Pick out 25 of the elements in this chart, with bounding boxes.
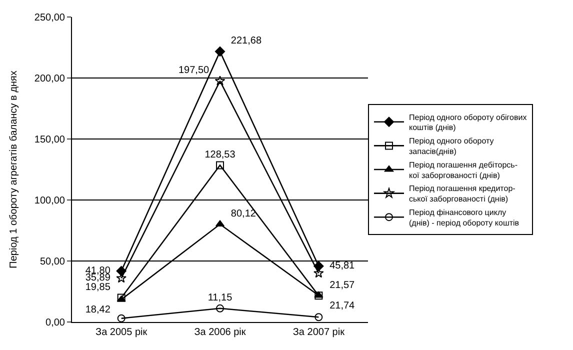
- y-tick-label: 200,00: [34, 74, 66, 84]
- y-tick-label: 100,00: [34, 196, 66, 206]
- legend-label: Період одного обороту запасів(днів): [409, 136, 494, 156]
- data-label: 197,50: [172, 65, 215, 76]
- data-label: 80,12: [225, 208, 262, 220]
- y-tick-label: 250,00: [34, 12, 66, 24]
- y-tick-label: 0,00: [46, 318, 66, 328]
- data-label: 18,42: [80, 304, 116, 316]
- legend-label: Період фінансового циклу (днів) - період обороту коштів: [409, 208, 520, 228]
- y-axis-title: Період 1 обороту агрегатів балансу в днях: [8, 70, 20, 268]
- data-label: 19,85: [80, 282, 116, 293]
- data-label: 21,57: [324, 280, 360, 291]
- x-tick-label: За 2006 рік: [194, 327, 246, 338]
- data-label: 128,53: [199, 149, 241, 160]
- y-tick-label: 50,00: [40, 256, 66, 268]
- x-tick-label: За 2007 рік: [292, 327, 346, 338]
- data-label: 221,68: [225, 36, 268, 47]
- legend-label: Період погашення кредитор- ської заборгованості (днів): [409, 184, 516, 204]
- data-label: 21,74: [324, 300, 360, 312]
- data-label: 11,15: [202, 292, 238, 304]
- legend-label: Період погашення дебіторсь- кої заборгованості (днів): [409, 160, 518, 180]
- x-tick-label: За 2005 рік: [96, 327, 148, 338]
- data-label: 45,81: [324, 260, 360, 272]
- legend-label: Період одного обороту обігових коштів (днів): [409, 112, 527, 132]
- y-tick-label: 150,00: [34, 134, 66, 146]
